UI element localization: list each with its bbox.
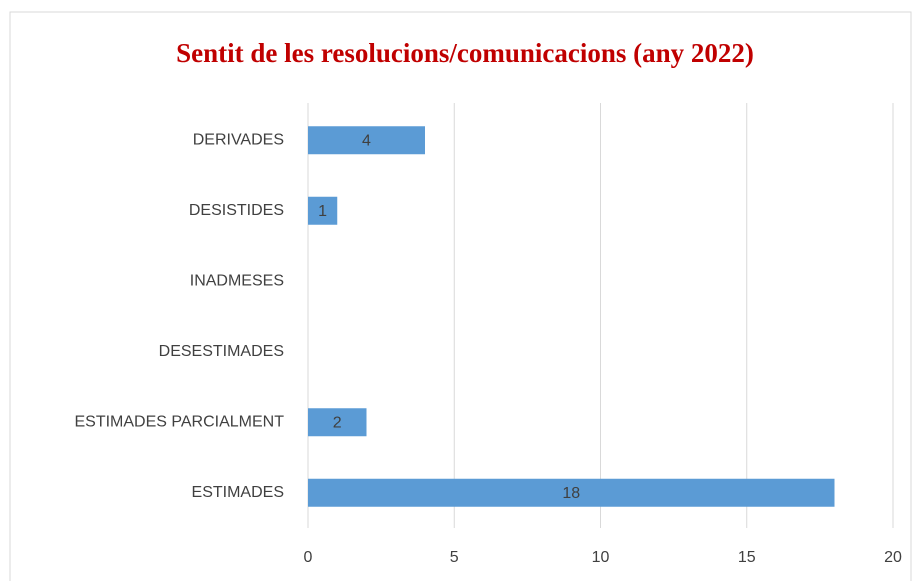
bar <box>308 408 367 437</box>
data-label: 1 <box>318 203 327 220</box>
chart-title: Sentit de les resolucions/comunicacions … <box>176 38 754 68</box>
y-tick-label: INADMESES <box>190 272 284 289</box>
y-tick-label: DESISTIDES <box>189 202 284 219</box>
y-tick-label: ESTIMADES PARCIALMENT <box>74 413 284 430</box>
data-label: 18 <box>562 485 580 502</box>
x-tick-label: 10 <box>592 549 610 566</box>
data-label: 2 <box>333 414 342 431</box>
bar <box>308 126 425 155</box>
x-tick-label: 20 <box>884 549 902 566</box>
x-tick-label: 5 <box>450 549 459 566</box>
y-tick-label: ESTIMADES <box>192 484 284 501</box>
data-label: 4 <box>362 132 371 149</box>
bar <box>308 196 338 225</box>
x-tick-label: 15 <box>738 549 756 566</box>
x-tick-label: 0 <box>304 549 313 566</box>
bar <box>308 478 835 507</box>
y-tick-label: DERIVADES <box>193 131 284 148</box>
y-tick-label: DESESTIMADES <box>159 343 284 360</box>
